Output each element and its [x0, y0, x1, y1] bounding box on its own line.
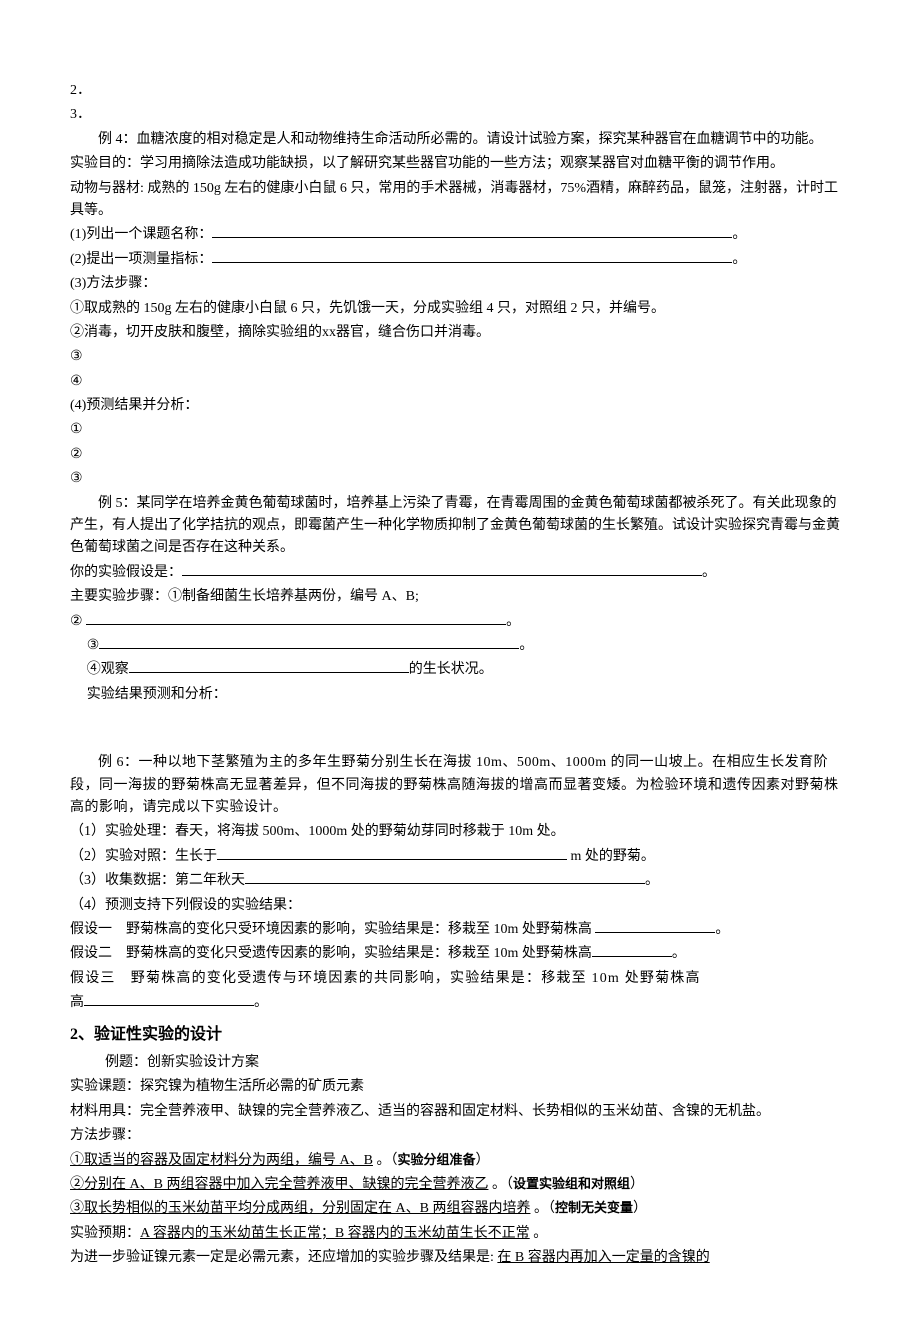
expect-pre: 实验预期：	[70, 1226, 140, 1241]
section-2-m2: ②分别在 A、B 两组容器中加入完全营养液甲、缺镍的完全营养液乙 。（设置实验组…	[70, 1174, 850, 1196]
m1-bold: 实验分组准备	[397, 1152, 475, 1167]
example-6-h1: 假设一 野菊株高的变化只受环境因素的影响，实验结果是：移栽至 10m 处野菊株高…	[70, 919, 850, 941]
q2-end: 。	[732, 252, 746, 267]
h1-pre: 假设一 野菊株高的变化只受环境因素的影响，实验结果是：移栽至 10m 处野菊株高	[70, 922, 595, 937]
section-2-heading: 2、验证性实验的设计	[70, 1022, 850, 1048]
example-5-step4: ④观察 的生长状况。	[70, 659, 850, 681]
example-6-p2: （2）实验对照：生长于 m 处的野菊。	[70, 846, 850, 868]
example-4-r1: ①	[70, 419, 850, 441]
example-5-result-label: 实验结果预测和分析：	[70, 684, 850, 706]
p2-blank	[217, 859, 567, 860]
example-4-q2: (2)提出一项测量指标： 。	[70, 249, 850, 271]
h3-post: 。	[254, 995, 268, 1010]
s2-blank	[86, 624, 506, 625]
example-5-hypothesis: 你的实验假设是： 。	[70, 562, 850, 584]
m3-underline: ③取长势相似的玉米幼苗平均分成两组，分别固定在 A、B 两组容器内培养	[70, 1201, 530, 1216]
example-5-steps-label: 主要实验步骤：①制备细菌生长培养基两份，编号 A、B;	[70, 586, 850, 608]
example-6-p3: （3）收集数据：第二年秋天 。	[70, 870, 850, 892]
hypothesis-label: 你的实验假设是：	[70, 565, 182, 580]
example-5-title: 例 5：某同学在培养金黄色葡萄球菌时，培养基上污染了青霉，在青霉周围的金黄色葡萄…	[70, 493, 850, 560]
expect-post: 。	[530, 1226, 548, 1241]
m1-close: ）	[475, 1153, 489, 1168]
example-4-q3: (3)方法步骤：	[70, 273, 850, 295]
further-pre: 为进一步验证镍元素一定是必需元素，还应增加的实验步骤及结果是:	[70, 1250, 497, 1265]
example-4-step2: ②消毒，切开皮肤和腹壁，摘除实验组的xx器官，缝合伤口并消毒。	[70, 322, 850, 344]
q2-blank	[212, 262, 732, 263]
hypothesis-end: 。	[702, 565, 716, 580]
m3-tail: 。（	[530, 1201, 555, 1216]
h2-blank	[592, 956, 672, 957]
example-4-purpose: 实验目的：学习用摘除法造成功能缺损，以了解研究某些器官功能的一些方法；观察某器官…	[70, 153, 850, 175]
s4-post: 的生长状况。	[409, 662, 493, 677]
m1-underline: ①取适当的容器及固定材料分为两组，编号 A、B	[70, 1153, 373, 1168]
example-5-step3: ③。	[70, 635, 850, 657]
p2-pre: （2）实验对照：生长于	[70, 849, 217, 864]
s2-label: ②	[70, 614, 83, 629]
m2-bold: 设置实验组和对照组	[513, 1176, 630, 1191]
m2-underline: ②分别在 A、B 两组容器中加入完全营养液甲、缺镍的完全营养液乙	[70, 1177, 488, 1192]
hypothesis-blank	[182, 575, 702, 576]
example-6-h3: 假设三 野菊株高的变化受遗传与环境因素的共同影响，实验结果是：移栽至 10m 处…	[70, 968, 850, 990]
further-underline: 在 B 容器内再加入一定量的含镍的	[497, 1250, 709, 1265]
s2-end: 。	[506, 614, 520, 629]
q2-label: (2)提出一项测量指标：	[70, 252, 212, 267]
h2-post: 。	[672, 946, 686, 961]
example-6-p4: （4）预测支持下列假设的实验结果：	[70, 895, 850, 917]
example-6-h2: 假设二 野菊株高的变化只受遗传因素的影响，实验结果是：移栽至 10m 处野菊株高…	[70, 943, 850, 965]
section-2-m3: ③取长势相似的玉米幼苗平均分成两组，分别固定在 A、B 两组容器内培养 。（控制…	[70, 1198, 850, 1220]
h3-blank-pre: 高	[70, 995, 84, 1010]
m2-tail: 。（	[488, 1177, 513, 1192]
section-2-materials: 材料用具：完全营养液甲、缺镍的完全营养液乙、适当的容器和固定材料、长势相似的玉米…	[70, 1101, 850, 1123]
example-4-step3: ③	[70, 346, 850, 368]
s3-blank	[99, 648, 519, 649]
q1-label: (1)列出一个课题名称：	[70, 227, 212, 242]
example-4-q4: (4)预测结果并分析：	[70, 395, 850, 417]
h2-pre: 假设二 野菊株高的变化只受遗传因素的影响，实验结果是：移栽至 10m 处野菊株高	[70, 946, 592, 961]
numbered-item-2: 2．	[70, 80, 850, 102]
expect-underline: A 容器内的玉米幼苗生长正常；B 容器内的玉米幼苗生长不正常	[140, 1226, 530, 1241]
spacer-2	[70, 730, 850, 752]
spacer-1	[70, 708, 850, 730]
m3-bold: 控制无关变量	[555, 1200, 633, 1215]
example-4-step1: ①取成熟的 150g 左右的健康小白鼠 6 只，先饥饿一天，分成实验组 4 只，…	[70, 298, 850, 320]
s4-pre: ④观察	[87, 662, 129, 677]
example-6-p1: （1）实验处理：春天，将海拔 500m、1000m 处的野菊幼芽同时移栽于 10…	[70, 821, 850, 843]
h1-blank	[595, 932, 715, 933]
s3-end: 。	[519, 638, 533, 653]
example-4-r3: ③	[70, 468, 850, 490]
example-4-materials: 动物与器材: 成熟的 150g 左右的健康小白鼠 6 只，常用的手术器械，消毒器…	[70, 178, 850, 223]
s4-blank	[129, 672, 409, 673]
m3-close: ）	[633, 1201, 647, 1216]
section-2-m1: ①取适当的容器及固定材料分为两组，编号 A、B 。（实验分组准备）	[70, 1150, 850, 1172]
example-5-step2: ② 。	[70, 611, 850, 633]
section-2-expect: 实验预期：A 容器内的玉米幼苗生长正常；B 容器内的玉米幼苗生长不正常 。	[70, 1223, 850, 1245]
example-4-title: 例 4：血糖浓度的相对稳定是人和动物维持生命活动所必需的。请设计试验方案，探究某…	[70, 129, 850, 151]
example-4-step4: ④	[70, 371, 850, 393]
section-2-topic: 实验课题：探究镍为植物生活所必需的矿质元素	[70, 1076, 850, 1098]
example-6-title: 例 6：一种以地下茎繁殖为主的多年生野菊分别生长在海拔 10m、500m、100…	[70, 752, 850, 819]
example-6-h3-blank-line: 高。	[70, 992, 850, 1014]
q1-end: 。	[732, 227, 746, 242]
section-2-example-title: 例题：创新实验设计方案	[70, 1052, 850, 1074]
p3-blank	[245, 883, 645, 884]
m1-tail: 。（	[373, 1153, 398, 1168]
h3-blank	[84, 1005, 254, 1006]
q1-blank	[212, 237, 732, 238]
example-4-r2: ②	[70, 444, 850, 466]
section-2-further: 为进一步验证镍元素一定是必需元素，还应增加的实验步骤及结果是: 在 B 容器内再…	[70, 1247, 850, 1269]
p3-post: 。	[645, 873, 659, 888]
numbered-item-3: 3．	[70, 104, 850, 126]
p3-pre: （3）收集数据：第二年秋天	[70, 873, 245, 888]
h1-post: 。	[715, 922, 729, 937]
m2-close: ）	[630, 1177, 644, 1192]
p2-post: m 处的野菊。	[567, 849, 655, 864]
s3-label: ③	[87, 638, 100, 653]
example-4-q1: (1)列出一个课题名称： 。	[70, 224, 850, 246]
section-2-method-label: 方法步骤：	[70, 1125, 850, 1147]
